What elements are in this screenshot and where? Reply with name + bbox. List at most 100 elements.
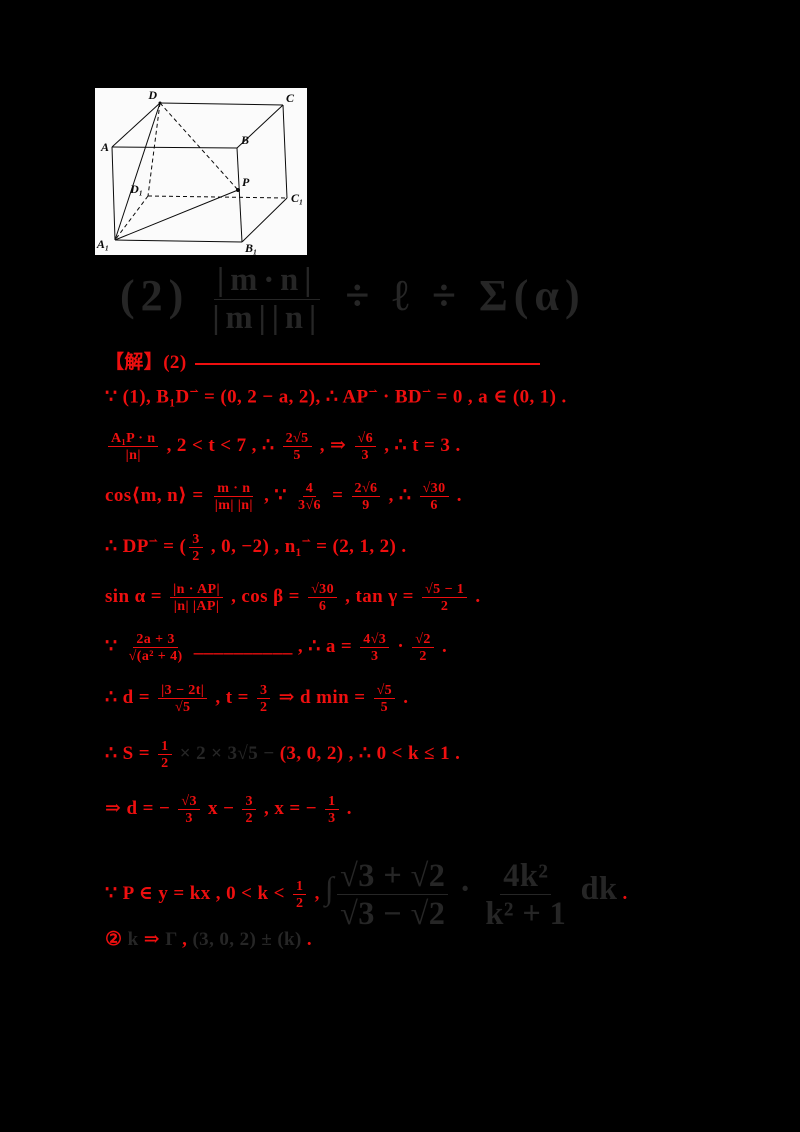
math-line-6: ∵ 2a + 3 √(a² + 4) __________ , ∴ a = 4√3… — [105, 631, 447, 664]
math-text: x − — [202, 798, 240, 820]
fraction: 2a + 3 √(a² + 4) — [126, 631, 186, 664]
vertex-label-d1: D₁ — [129, 182, 143, 196]
fraction-denominator: |m| |n| — [214, 497, 253, 514]
fraction: |3 − 2t| √5 — [158, 682, 208, 716]
fraction-denominator: 3 — [371, 648, 379, 665]
math-text: , ∴ — [343, 743, 377, 765]
vertex-label-c: C — [286, 91, 295, 105]
fraction: 4k² k² + 1 — [482, 857, 569, 932]
math-text: . — [451, 485, 462, 507]
fraction: √5 5 — [373, 682, 396, 715]
fraction: √30 6 — [308, 581, 338, 615]
math-text: = — [326, 485, 349, 507]
faint-formula-row: (2) |m·n| |m||n| ÷ ℓ ÷ Σ(α) — [120, 262, 586, 338]
math-text: DP — [122, 536, 149, 558]
fraction-numerator: 2√5 — [282, 430, 312, 448]
fraction-numerator: √3 — [178, 793, 200, 811]
fraction-numerator: 4 — [302, 480, 317, 498]
fraction: m · n |m| |n| — [212, 480, 256, 513]
math-text: − — [258, 743, 280, 765]
fraction-numerator: √5 — [373, 682, 396, 700]
fraction: √3 3 — [178, 793, 200, 826]
fraction: A₁P · n |n| — [108, 430, 159, 463]
fraction: |m·n| |m||n| — [209, 262, 325, 338]
math-text: , ∵ — [258, 485, 293, 507]
cuboid-svg: A B C D A₁ B₁ C₁ D₁ P — [96, 88, 303, 255]
fraction-numerator: 2√6 — [351, 480, 381, 498]
math-text: . — [301, 929, 313, 950]
fraction-denominator: 2 — [245, 810, 253, 827]
math-text: ∴ d = — [105, 687, 156, 709]
fraction: 2√6 9 — [351, 480, 381, 514]
math-text: = ( — [158, 536, 187, 558]
math-text: = (0, 2 − a, 2), ∴ — [198, 386, 343, 408]
math-text: ⇒ d = − — [105, 798, 176, 820]
fraction: √3 + √2 √3 − √2 — [337, 857, 449, 932]
fraction-denominator: √5 — [174, 699, 191, 716]
math-text: 【解】(2) — [105, 352, 187, 373]
math-text: BD — [394, 386, 423, 408]
math-line-5: sin α = |n · AP| |n| |AP| , cos β = √30 6 … — [105, 581, 481, 614]
math-text: k — [127, 929, 139, 950]
fraction-numerator: 4√3 — [360, 631, 390, 649]
math-line-3: cos⟨m, n⟩ = m · n |m| |n| , ∵ 4 3√6 = 2√6 9… — [105, 480, 462, 513]
math-text: , ∴ — [383, 485, 417, 507]
fraction-denominator: 2 — [260, 699, 268, 716]
math-text: ∴ S = — [105, 743, 156, 765]
point-d-dot — [158, 101, 162, 105]
math-text: · — [377, 386, 395, 408]
math-line-11: ② k ⇒ Γ , (3, 0, 2) ± (k) . — [105, 928, 312, 951]
vertex-label-b: B — [240, 133, 249, 147]
math-text: . — [470, 586, 481, 608]
fraction-numerator: |3 − 2t| — [158, 682, 208, 700]
figure-edges-hidden — [114, 102, 288, 241]
math-text: = (2, 1, 2) . — [311, 536, 407, 558]
fraction-denominator: 3 — [185, 810, 193, 827]
cuboid-figure: A B C D A₁ B₁ C₁ D₁ P — [95, 88, 307, 255]
math-text: , tan γ = — [340, 586, 420, 608]
math-text: , x = − — [258, 798, 323, 820]
fraction-denominator: 6 — [318, 598, 327, 615]
fraction-numerator: √2 — [412, 631, 434, 649]
fraction-numerator: |m·n| — [214, 262, 321, 301]
math-text: AP — [342, 386, 369, 408]
math-text: B₁D — [156, 386, 190, 408]
fraction-numerator: 2a + 3 — [133, 631, 178, 649]
fraction-numerator: 1 — [325, 793, 339, 811]
solution-heading-line: 【解】(2) — [105, 347, 540, 374]
fraction-numerator: √6 — [354, 430, 377, 448]
fraction-denominator: 9 — [362, 497, 370, 514]
superscript: ⇀ — [189, 386, 199, 398]
fraction-numerator: |n · AP| — [170, 581, 223, 599]
math-text: ÷ — [414, 271, 480, 321]
fraction-denominator: √(a² + 4) — [128, 648, 183, 665]
fraction-denominator: 3√6 — [298, 497, 321, 514]
math-text: __________ , ∴ a = — [188, 636, 358, 658]
fraction: √6 3 — [354, 430, 377, 463]
math-text: ∴ — [105, 536, 123, 558]
fraction-denominator: 2 — [419, 648, 427, 665]
math-text: . — [341, 798, 352, 820]
vertex-label-b1: B₁ — [244, 241, 257, 255]
superscript: ⇀ — [422, 386, 432, 398]
math-text: · — [451, 870, 480, 906]
math-text: n₁ — [284, 536, 302, 558]
fraction-numerator: 1 — [158, 738, 172, 756]
math-text: , 2 < t < 7 , ∴ — [161, 435, 280, 457]
fraction-numerator: 3 — [189, 531, 203, 549]
fraction-numerator: √30 — [308, 581, 338, 599]
math-text: (3, 0, 2) ± (k) — [192, 929, 302, 950]
math-line-2: A₁P · n |n| , 2 < t < 7 , ∴ 2√5 5 , ⇒ √6 3 … — [105, 430, 461, 463]
fraction-denominator: 2 — [296, 895, 304, 912]
superscript: ⇀ — [301, 535, 311, 548]
fraction: |n · AP| |n| |AP| — [170, 581, 223, 614]
